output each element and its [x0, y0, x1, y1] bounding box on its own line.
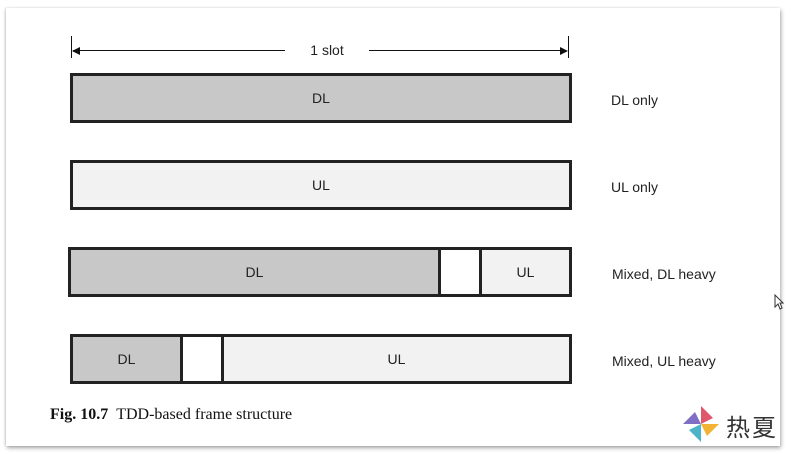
- arrow-left-icon: [72, 47, 80, 55]
- frame-mixed-dl-heavy: DL UL: [68, 247, 572, 297]
- frame-mixed-ul-heavy: DL UL: [70, 334, 572, 384]
- slot-label: 1 slot: [310, 42, 344, 58]
- segment-guard-gap: [438, 250, 479, 294]
- watermark-text: 热夏: [726, 414, 778, 442]
- row-label-mixed-dl-heavy: Mixed, DL heavy: [612, 266, 716, 282]
- slot-start-tick: [71, 36, 72, 58]
- row-label-ul-only: UL only: [611, 179, 658, 195]
- row-label-mixed-ul-heavy: Mixed, UL heavy: [612, 353, 716, 369]
- arrow-right-icon: [560, 47, 568, 55]
- figure-caption: Fig. 10.7 TDD-based frame structure: [50, 406, 292, 424]
- segment-dl: DL: [73, 337, 180, 381]
- slot-line-left: [73, 50, 285, 51]
- figure-number: Fig. 10.7: [50, 406, 109, 423]
- mouse-cursor-icon: [774, 294, 784, 310]
- segment-dl: DL: [71, 250, 438, 294]
- segment-ul: UL: [73, 163, 569, 207]
- frame-ul-only: UL: [70, 160, 572, 210]
- watermark: 热夏: [680, 404, 784, 446]
- slot-line-right: [369, 50, 565, 51]
- segment-ul: UL: [479, 250, 569, 294]
- frame-dl-only: DL: [70, 73, 572, 123]
- slot-end-tick: [568, 36, 569, 58]
- row-label-dl-only: DL only: [611, 92, 658, 108]
- segment-dl: DL: [73, 76, 569, 120]
- pinwheel-logo-icon: [683, 406, 719, 442]
- segment-ul: UL: [221, 337, 569, 381]
- figure-title: TDD-based frame structure: [116, 406, 293, 423]
- segment-guard-gap: [180, 337, 221, 381]
- slot-dimension: 1 slot: [71, 36, 569, 66]
